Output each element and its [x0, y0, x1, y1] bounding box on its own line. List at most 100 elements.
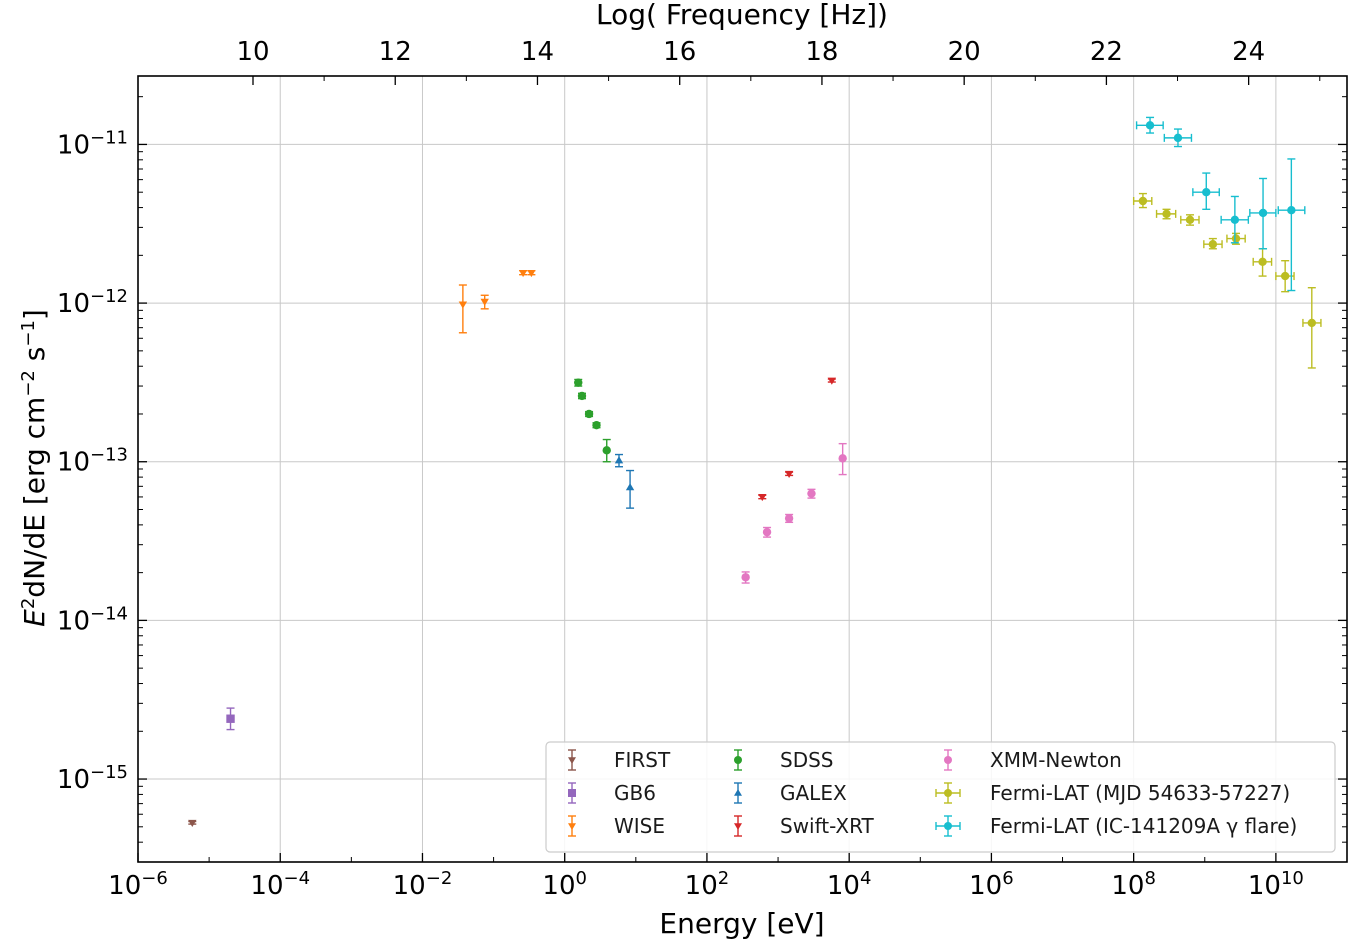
- legend-marker: [568, 789, 576, 797]
- data-point: [226, 707, 235, 731]
- legend-marker: [734, 823, 742, 830]
- legend-label: FIRST: [614, 748, 671, 772]
- legend-marker: [734, 756, 742, 764]
- data-point: [1135, 116, 1164, 134]
- point-marker: [574, 378, 583, 387]
- series-2: [458, 269, 536, 334]
- point-marker: [577, 391, 587, 401]
- data-point: [592, 420, 601, 430]
- data-point: [188, 819, 197, 827]
- series-0: [188, 819, 197, 827]
- data-point: [1203, 237, 1223, 250]
- major-ticks: [137, 76, 1347, 862]
- x-tick-label: 104: [827, 868, 872, 902]
- data-point: [807, 488, 816, 499]
- legend-item: GB6: [568, 781, 656, 805]
- point-marker: [625, 483, 635, 491]
- series-6: [741, 442, 847, 584]
- point-marker: [1258, 257, 1267, 267]
- data-point: [1155, 208, 1177, 220]
- data-point: [1163, 128, 1193, 148]
- data-point: [827, 377, 837, 385]
- legend-item: SDSS: [734, 748, 834, 772]
- legend-item: WISE: [568, 814, 665, 838]
- point-marker: [602, 446, 611, 455]
- data-point: [838, 442, 847, 476]
- data-point: [574, 378, 583, 387]
- legend-marker: [944, 789, 952, 797]
- data-point: [1275, 260, 1295, 293]
- y-axis-title: E2dN/dE [erg cm−2 s−1]: [18, 309, 52, 627]
- data-point: [741, 571, 750, 584]
- point-marker: [1202, 187, 1211, 197]
- x-tick-labels: 10−6 10−4 10−2 100 102 104 106 108 1010: [108, 868, 1304, 902]
- data-point: [1192, 172, 1220, 211]
- x-tick-label: 1010: [1248, 868, 1304, 902]
- x-tick-label: 106: [969, 868, 1014, 902]
- minor-ticks: [138, 76, 1348, 862]
- y-tick-labels: 10−15 10−14 10−13 10−12 10−11: [57, 127, 128, 795]
- point-marker: [1145, 121, 1155, 130]
- data-point: [758, 493, 767, 502]
- y-tick-label: 10−14: [57, 603, 128, 637]
- point-marker: [762, 527, 772, 537]
- x-tick-label: 10−6: [108, 868, 168, 902]
- point-marker: [838, 454, 847, 463]
- data-point: [577, 391, 587, 401]
- x-tick-label: 108: [1111, 868, 1156, 902]
- point-marker: [584, 409, 594, 419]
- point-marker: [784, 470, 794, 478]
- point-marker: [758, 493, 767, 502]
- series-5: [758, 377, 837, 502]
- data-point: [602, 438, 611, 463]
- legend-label: Swift-XRT: [780, 814, 875, 838]
- data-point: [518, 269, 528, 278]
- y-tick-label: 10−15: [57, 762, 128, 796]
- point-marker: [784, 514, 794, 523]
- x-tick-label: 102: [685, 868, 730, 902]
- data-point: [584, 409, 594, 419]
- top-tick-labels: 10 12 14 16 18 20 22 24: [236, 37, 1265, 67]
- point-marker: [188, 819, 197, 827]
- x-tick-label: 10−2: [393, 868, 453, 902]
- top-tick-label: 22: [1090, 37, 1123, 67]
- top-tick-label: 14: [521, 37, 554, 67]
- data-point: [458, 284, 468, 334]
- top-tick-label: 10: [236, 37, 269, 67]
- legend-marker: [568, 757, 576, 764]
- data-point: [614, 453, 624, 468]
- data-point: [1220, 195, 1250, 244]
- legend-marker: [568, 823, 576, 830]
- legend-item: Swift-XRT: [734, 814, 875, 838]
- point-marker: [1208, 240, 1218, 249]
- point-marker: [807, 489, 816, 498]
- legend-marker: [944, 756, 952, 764]
- legend-label: Fermi-LAT (MJD 54633-57227): [990, 781, 1290, 805]
- data-point: [527, 269, 536, 278]
- data-point: [480, 294, 489, 310]
- legend: FIRST GB6 WISE SDSS GALEX Swift-XRT XMM-Newton…: [545, 741, 1336, 853]
- legend-label: WISE: [614, 814, 665, 838]
- point-marker: [1173, 133, 1183, 143]
- legend-item: XMM-Newton: [944, 748, 1122, 772]
- legend-label: XMM-Newton: [990, 748, 1122, 772]
- data-point: [1277, 158, 1306, 292]
- top-tick-label: 16: [663, 37, 696, 67]
- legend-item: GALEX: [734, 781, 847, 805]
- legend-item: Fermi-LAT (IC-141209A γ flare): [935, 814, 1297, 838]
- x-tick-label: 10−4: [250, 868, 310, 902]
- top-tick-label: 24: [1232, 37, 1265, 67]
- point-marker: [1162, 209, 1171, 219]
- top-tick-label: 20: [948, 37, 981, 67]
- data-point: [1249, 177, 1277, 250]
- legend-label: GALEX: [780, 781, 847, 805]
- series-4: [614, 453, 635, 509]
- y-tick-label: 10−13: [57, 444, 128, 478]
- legend-label: SDSS: [780, 748, 834, 772]
- top-axis-title: Log( Frequency [Hz]): [596, 0, 888, 31]
- point-marker: [592, 420, 601, 430]
- data-point: [784, 470, 794, 478]
- point-marker: [480, 298, 489, 306]
- data-point: [1302, 287, 1322, 369]
